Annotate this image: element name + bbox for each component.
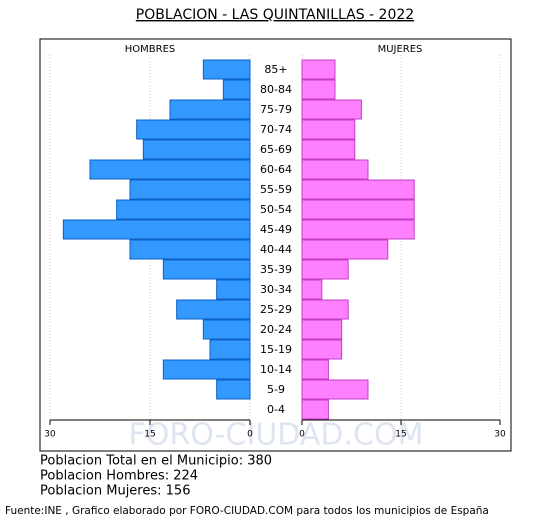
- age-label: 85+: [264, 63, 287, 76]
- bar: [136, 119, 251, 140]
- bar: [142, 139, 251, 160]
- bar: [129, 179, 251, 200]
- summary-men: Poblacion Hombres: 224: [40, 469, 198, 484]
- age-label: 55-59: [260, 183, 292, 196]
- bar: [62, 219, 251, 240]
- bar: [301, 199, 415, 220]
- bar: [301, 259, 349, 280]
- age-label: 40-44: [260, 243, 292, 256]
- x-tick-label: 30: [44, 430, 56, 440]
- bar: [301, 159, 369, 180]
- x-tick-label: 0: [299, 430, 305, 440]
- x-tick-label: 15: [395, 430, 406, 440]
- watermark: FORO-CIUDAD.COM: [129, 418, 424, 453]
- age-label: 35-39: [260, 263, 292, 276]
- bar: [301, 279, 323, 300]
- legend-label: MUJERES: [378, 44, 423, 55]
- bar: [216, 279, 251, 300]
- bar: [169, 99, 251, 120]
- age-label: 45-49: [260, 223, 292, 236]
- age-label: 15-19: [260, 343, 292, 356]
- age-label: 50-54: [260, 203, 292, 216]
- bar: [202, 319, 251, 340]
- bar: [301, 339, 343, 360]
- age-label: 25-29: [260, 303, 292, 316]
- bar: [162, 259, 251, 280]
- bar: [301, 99, 362, 120]
- bar: [301, 59, 336, 80]
- x-tick-label: 0: [247, 430, 253, 440]
- age-label: 80-84: [260, 83, 292, 96]
- plot-frame: [39, 38, 512, 452]
- bar: [301, 299, 349, 320]
- age-label: 65-69: [260, 143, 292, 156]
- age-label: 20-24: [260, 323, 292, 336]
- x-tick-label: 30: [494, 430, 506, 440]
- age-label: 10-14: [260, 363, 292, 376]
- bar: [116, 199, 251, 220]
- bar: [301, 379, 369, 400]
- bar: [301, 219, 415, 240]
- age-label: 60-64: [260, 163, 292, 176]
- age-label: 30-34: [260, 283, 292, 296]
- source: Fuente:INE , Grafico elaborado por FORO-…: [5, 505, 489, 517]
- bar: [162, 359, 251, 380]
- bar: [301, 119, 356, 140]
- bar: [222, 79, 251, 100]
- bar: [301, 79, 336, 100]
- chart-title: POBLACION - LAS QUINTANILLAS - 2022: [136, 7, 414, 23]
- bar: [301, 359, 329, 380]
- bar: [301, 139, 356, 160]
- bar: [301, 239, 389, 260]
- bar: [301, 399, 329, 420]
- bar: [209, 339, 251, 360]
- age-label: 75-79: [260, 103, 292, 116]
- summary-women: Poblacion Mujeres: 156: [40, 484, 190, 499]
- bar: [301, 319, 343, 340]
- age-label: 0-4: [267, 403, 285, 416]
- bar: [89, 159, 251, 180]
- bar: [301, 179, 415, 200]
- bar: [202, 59, 251, 80]
- x-tick-label: 15: [144, 430, 155, 440]
- legend-label: HOMBRES: [125, 44, 176, 55]
- bar: [129, 239, 251, 260]
- bar: [176, 299, 251, 320]
- bar: [216, 379, 251, 400]
- summary-total: Poblacion Total en el Municipio: 380: [40, 454, 272, 469]
- age-label: 5-9: [267, 383, 285, 396]
- age-label: 70-74: [260, 123, 292, 136]
